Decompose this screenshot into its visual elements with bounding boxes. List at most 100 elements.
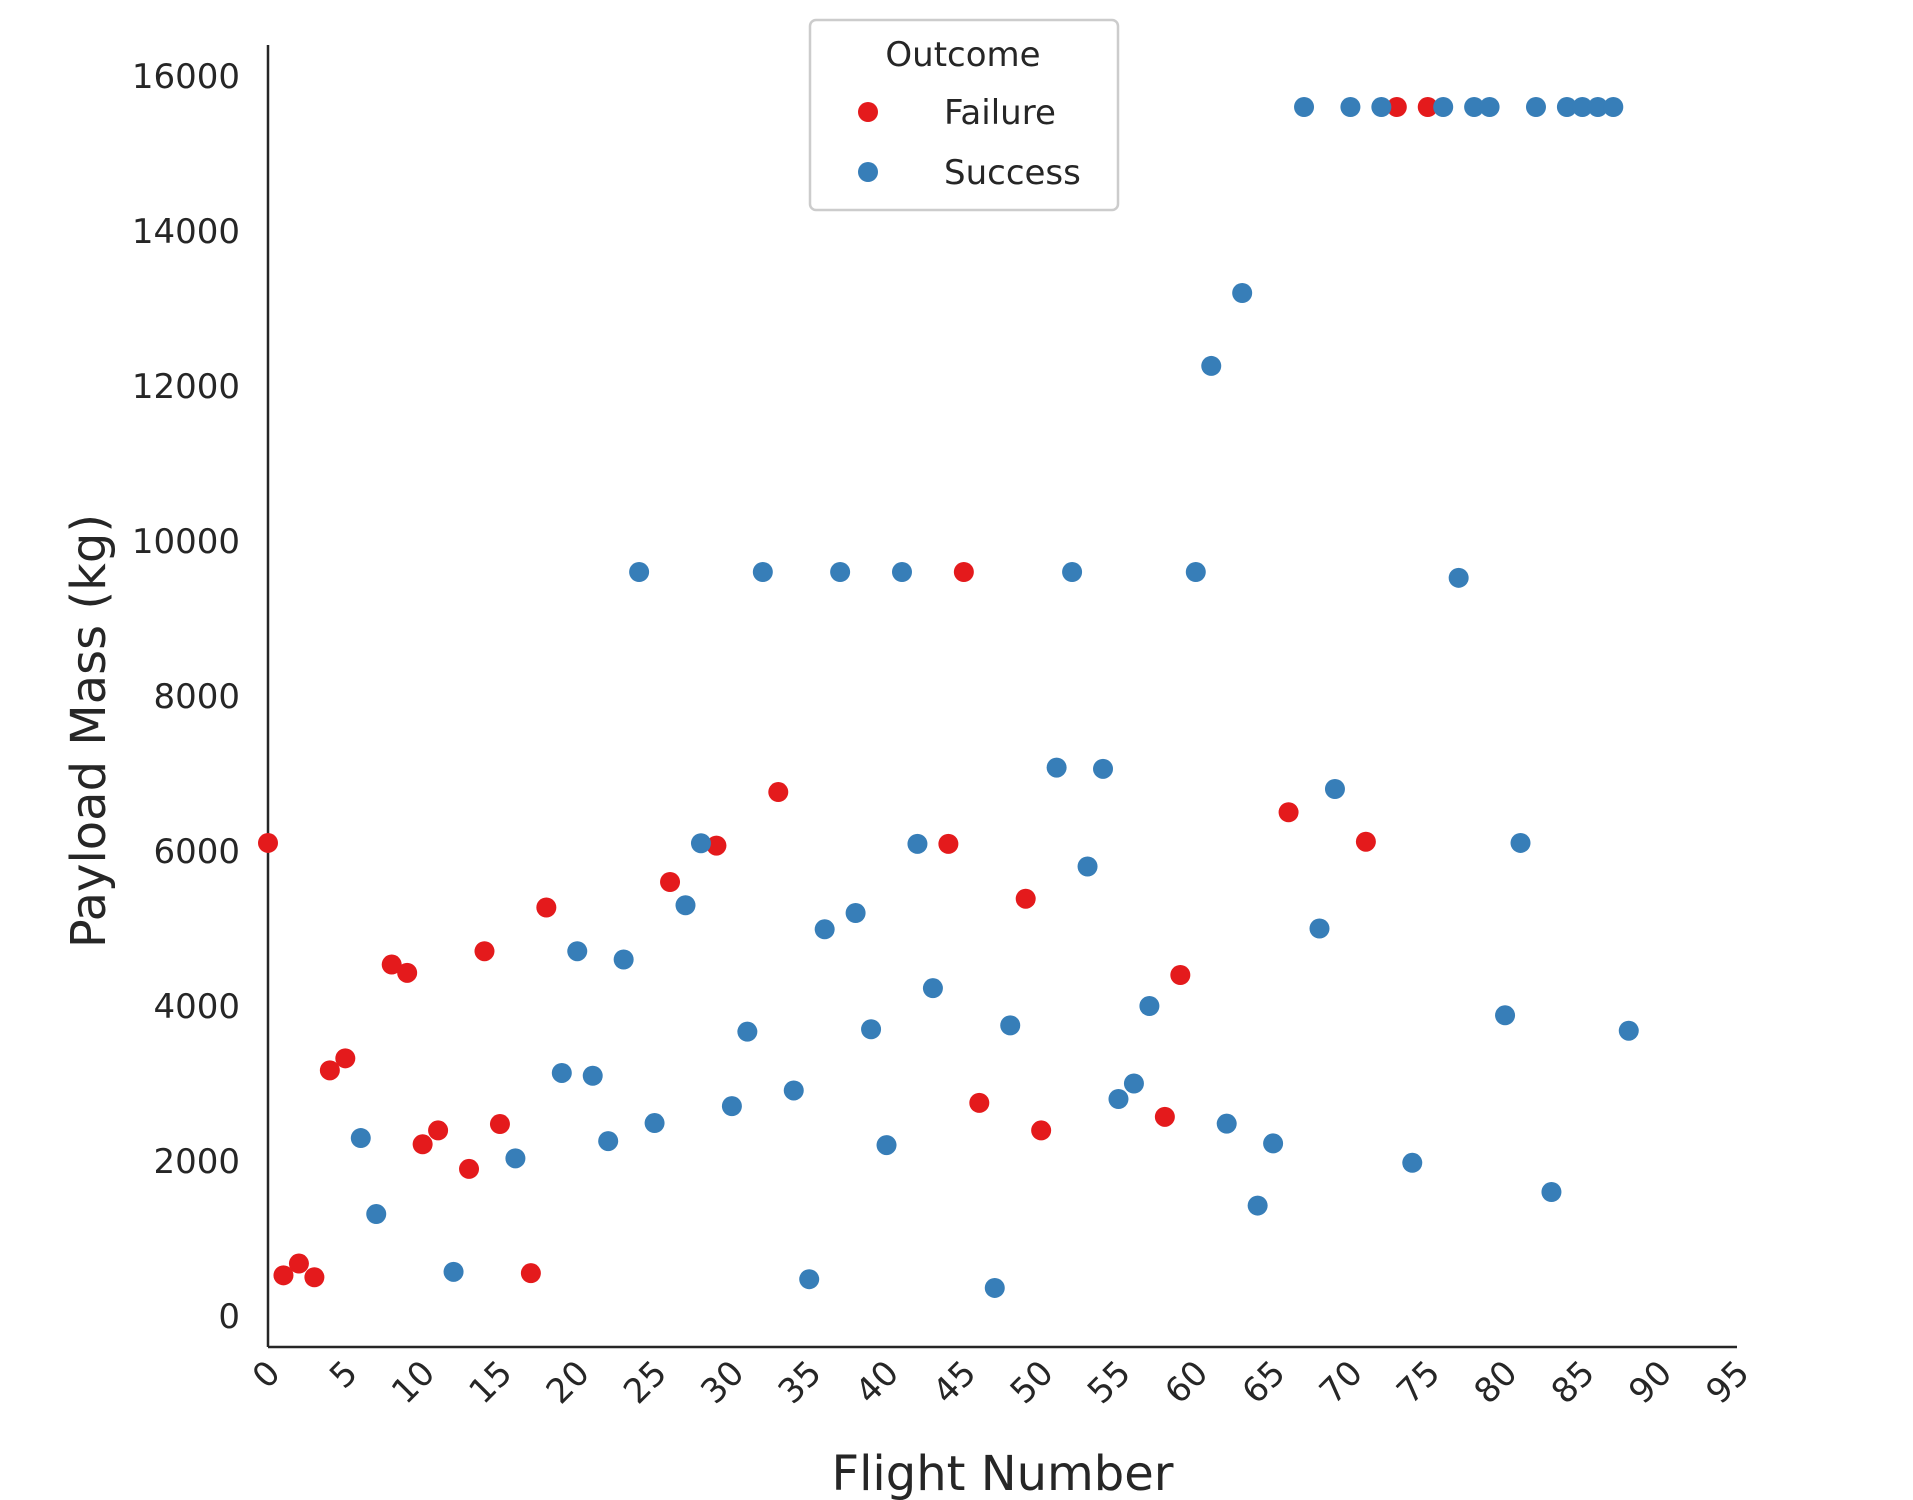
x-tick-label: 55 [1080, 1353, 1139, 1412]
point-success [737, 1021, 758, 1042]
point-success [984, 1277, 1005, 1298]
point-success [567, 941, 588, 962]
point-success [1046, 757, 1067, 778]
legend: Outcome Failure Success [808, 18, 1120, 212]
point-success [1340, 97, 1361, 117]
point-success [891, 562, 912, 582]
point-success [907, 833, 928, 854]
point-success [1263, 1133, 1284, 1154]
point-failure [258, 832, 278, 853]
point-failure [1031, 1120, 1052, 1141]
point-failure [1015, 888, 1036, 909]
point-success [505, 1148, 526, 1169]
point-success [1139, 996, 1160, 1016]
point-failure [953, 562, 974, 582]
x-tick-label: 90 [1621, 1353, 1680, 1412]
point-success [1479, 97, 1500, 117]
point-failure [335, 1048, 356, 1069]
point-failure [381, 954, 402, 975]
point-failure [288, 1253, 309, 1274]
x-tick-label: 85 [1544, 1353, 1603, 1412]
point-failure [938, 833, 959, 854]
point-success [1093, 758, 1114, 779]
point-success [1448, 567, 1469, 588]
point-success [551, 1062, 572, 1083]
point-success [876, 1135, 897, 1156]
point-success [629, 562, 650, 582]
point-success [350, 1128, 371, 1149]
point-failure [428, 1120, 449, 1141]
y-tick-label: 6000 [153, 832, 240, 872]
point-success [1247, 1195, 1268, 1216]
legend-marker-failure [858, 102, 878, 122]
point-success [1123, 1073, 1144, 1094]
point-success [1185, 562, 1206, 582]
point-failure [474, 941, 495, 962]
point-success [1232, 283, 1253, 303]
legend-entries: Failure Success [858, 93, 1081, 193]
x-tick-label: 95 [1698, 1353, 1757, 1412]
point-success [366, 1204, 387, 1225]
y-axis-title: Payload Mass (kg) [61, 514, 117, 948]
legend-label-failure: Failure [944, 93, 1056, 133]
point-success [1556, 97, 1577, 117]
point-failure [459, 1158, 480, 1179]
point-success [1077, 856, 1098, 877]
point-failure [412, 1134, 433, 1155]
point-success [783, 1080, 804, 1101]
legend-title: Outcome [885, 35, 1040, 75]
point-success [1587, 97, 1608, 117]
x-tick-label: 45 [925, 1353, 984, 1412]
point-failure [1386, 97, 1407, 117]
point-failure [768, 782, 789, 803]
x-tick-label: 30 [693, 1353, 752, 1412]
x-tick-label: 20 [539, 1353, 598, 1412]
point-success [675, 895, 696, 916]
x-tick-label: 40 [848, 1353, 907, 1412]
x-tick-label: 65 [1235, 1353, 1294, 1412]
legend-label-success: Success [944, 153, 1081, 193]
point-success [1510, 832, 1531, 853]
x-tick-label: 60 [1157, 1353, 1216, 1412]
x-tick-label: 25 [616, 1353, 675, 1412]
point-failure [489, 1114, 510, 1135]
point-failure [304, 1267, 325, 1288]
point-success [1201, 355, 1222, 376]
legend-marker-success [858, 162, 878, 182]
y-tick-label: 14000 [132, 212, 240, 252]
point-success [1603, 97, 1624, 117]
y-tick-label: 10000 [132, 522, 240, 562]
point-success [1108, 1089, 1129, 1109]
point-success [1495, 1005, 1516, 1026]
x-tick-label: 35 [771, 1353, 830, 1412]
point-success [1541, 1182, 1562, 1202]
point-failure [397, 962, 418, 983]
point-success [922, 978, 943, 999]
point-success [1525, 97, 1546, 117]
x-tick-label: 50 [1003, 1353, 1062, 1412]
y-tick-label: 4000 [153, 987, 240, 1027]
point-failure [1417, 97, 1438, 117]
point-failure [536, 897, 557, 918]
y-tick-label: 16000 [132, 57, 240, 97]
point-success [613, 949, 634, 970]
point-success [1324, 779, 1345, 799]
point-success [690, 833, 711, 854]
point-failure [706, 835, 727, 856]
x-tick-label: 0 [245, 1353, 289, 1397]
point-success [721, 1096, 742, 1117]
point-success [1572, 97, 1593, 117]
point-success [1216, 1113, 1237, 1134]
point-success [443, 1261, 464, 1282]
legend-box [808, 18, 1120, 212]
point-success [814, 919, 835, 940]
point-success [582, 1065, 603, 1086]
point-failure [1154, 1106, 1175, 1127]
point-success [830, 562, 851, 582]
point-failure [1278, 802, 1299, 823]
point-success [1309, 918, 1330, 939]
x-axis-title: Flight Number [831, 1446, 1173, 1500]
point-success [1062, 562, 1083, 582]
point-success [1371, 97, 1392, 117]
x-axis-ticks: 0 5 10 15 20 25 30 35 40 45 50 55 60 65 70 75 80 85 90 95 [245, 1353, 1758, 1412]
